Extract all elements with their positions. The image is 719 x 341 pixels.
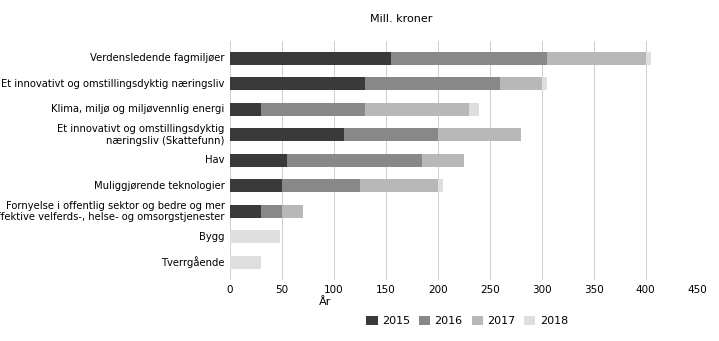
Bar	[344, 128, 438, 141]
Bar	[261, 205, 282, 218]
Bar	[500, 77, 541, 90]
Bar	[365, 77, 500, 90]
Bar	[438, 179, 443, 192]
Bar	[230, 154, 287, 167]
Bar	[282, 205, 303, 218]
Bar	[438, 128, 521, 141]
Bar	[230, 77, 365, 90]
Bar	[282, 179, 360, 192]
Bar	[547, 52, 646, 64]
Bar	[422, 154, 464, 167]
Bar	[261, 103, 365, 116]
Bar	[391, 52, 547, 64]
Bar	[469, 103, 480, 116]
Bar	[230, 256, 261, 269]
Bar	[230, 179, 282, 192]
Bar	[230, 128, 344, 141]
Bar	[287, 154, 422, 167]
Bar	[365, 103, 469, 116]
Text: År: År	[319, 297, 331, 307]
Bar	[230, 205, 261, 218]
Legend: 2015, 2016, 2017, 2018: 2015, 2016, 2017, 2018	[367, 316, 568, 326]
Text: Mill. kroner: Mill. kroner	[370, 14, 433, 24]
Bar	[230, 103, 261, 116]
Bar	[646, 52, 651, 64]
Bar	[360, 179, 438, 192]
Bar	[230, 52, 391, 64]
Bar	[541, 77, 547, 90]
Bar	[230, 231, 280, 243]
